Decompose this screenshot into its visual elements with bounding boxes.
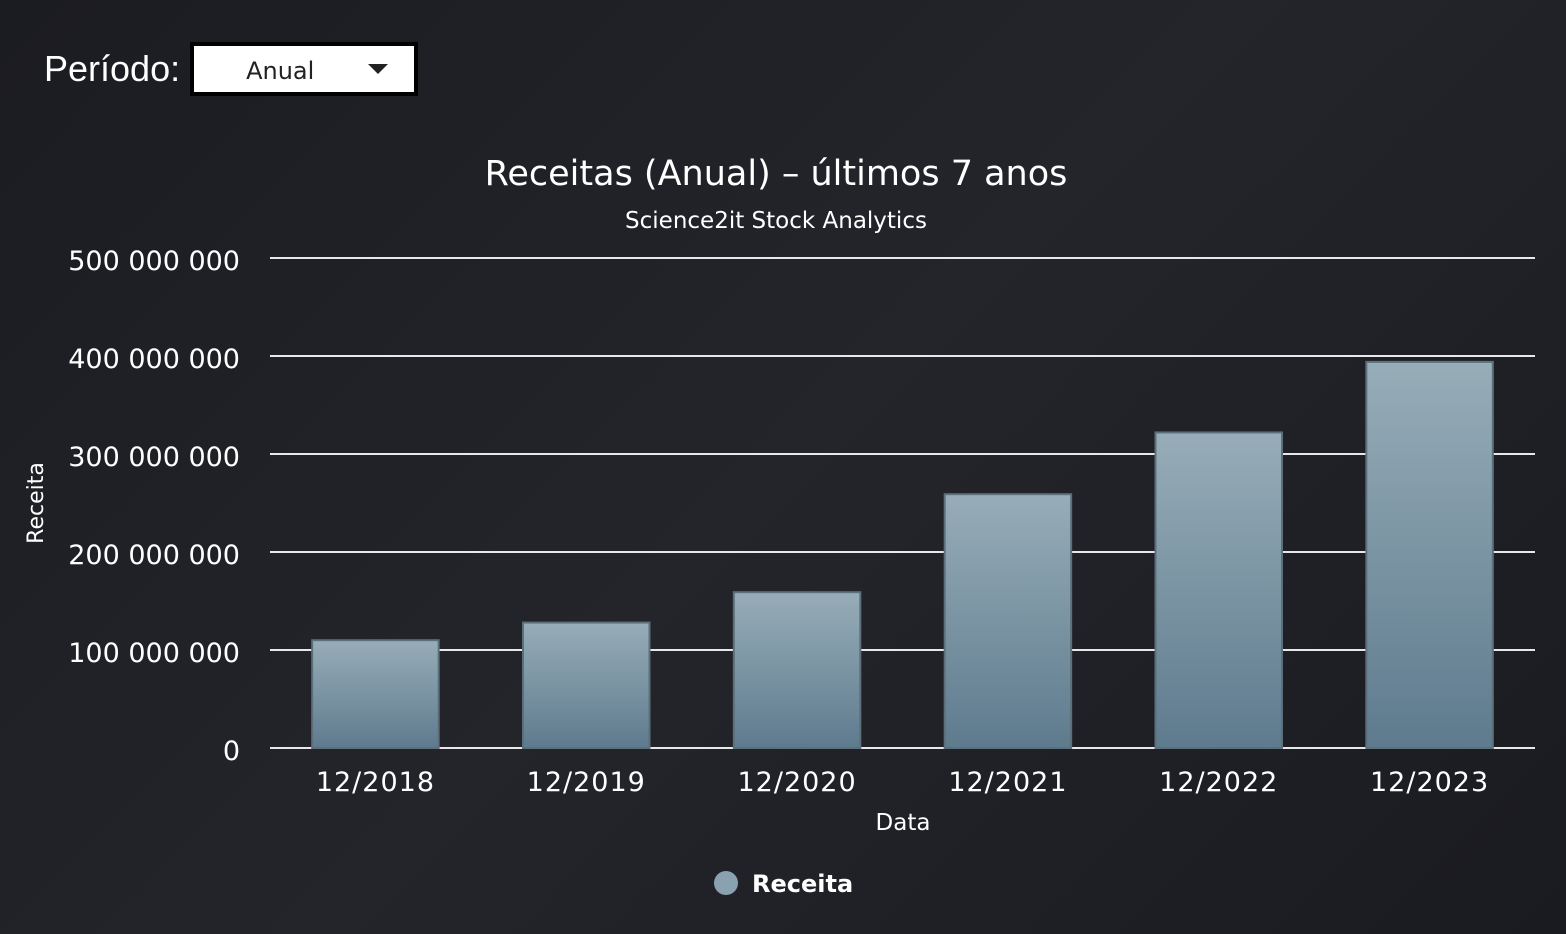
y-tick-label: 300 000 000 bbox=[68, 442, 240, 473]
y-tick-label: 0 bbox=[223, 736, 240, 767]
legend[interactable]: Receita bbox=[714, 870, 853, 898]
chart-title: Receitas (Anual) – últimos 7 anos bbox=[485, 154, 1068, 194]
grid-lines bbox=[270, 257, 1535, 749]
x-tick-label: 12/2019 bbox=[527, 767, 646, 798]
bar-12-2023[interactable] bbox=[1365, 360, 1494, 749]
x-tick-label: 12/2023 bbox=[1370, 767, 1489, 798]
legend-marker bbox=[714, 871, 738, 895]
y-tick-label: 400 000 000 bbox=[68, 344, 240, 375]
y-tick-label: 500 000 000 bbox=[68, 246, 240, 277]
bar-12-2018[interactable] bbox=[311, 639, 440, 750]
bars bbox=[311, 360, 1494, 750]
period-dropdown-value: Anual bbox=[246, 57, 315, 85]
y-tick-label: 100 000 000 bbox=[68, 638, 240, 669]
legend-label: Receita bbox=[752, 870, 853, 898]
bar-12-2019[interactable] bbox=[522, 621, 651, 749]
bar-12-2020[interactable] bbox=[732, 591, 862, 749]
chevron-down-icon bbox=[368, 64, 389, 74]
chart-subtitle: Science2it Stock Analytics bbox=[625, 208, 927, 234]
period-filter: Período: Anual bbox=[44, 40, 419, 98]
y-axis-ticks: 0 100 000 000 200 000 000 300 000 000 400 00… bbox=[68, 246, 240, 767]
x-tick-label: 12/2018 bbox=[316, 767, 435, 798]
bar-12-2022[interactable] bbox=[1154, 431, 1283, 749]
period-dropdown[interactable]: Anual bbox=[190, 42, 419, 96]
bar-12-2021[interactable] bbox=[943, 493, 1073, 749]
y-tick-label: 200 000 000 bbox=[68, 540, 240, 571]
period-label: Período: bbox=[44, 48, 181, 89]
x-tick-label: 12/2022 bbox=[1159, 767, 1278, 798]
x-tick-label: 12/2021 bbox=[948, 767, 1067, 798]
y-axis-label: Receita bbox=[24, 462, 49, 544]
x-tick-label: 12/2020 bbox=[737, 767, 856, 798]
x-axis-label: Data bbox=[876, 810, 931, 836]
x-axis-ticks: 12/2018 12/2019 12/2020 12/2021 12/2022 12/20… bbox=[316, 767, 1489, 798]
